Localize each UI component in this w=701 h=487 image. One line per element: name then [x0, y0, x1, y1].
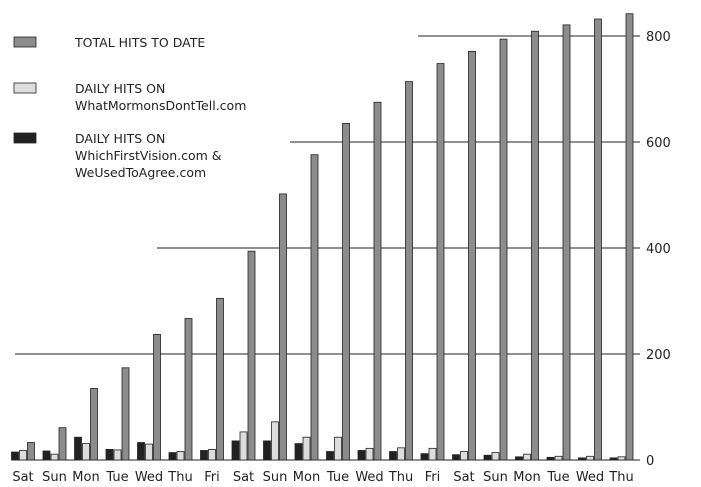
- legend-swatch-2: [13, 132, 37, 144]
- x-tick-label-5: Thu: [167, 470, 192, 485]
- x-tick-label-6: Fri: [204, 470, 220, 485]
- bar-series-1-8: [271, 421, 279, 461]
- bar-series-0-7: [231, 440, 240, 461]
- bar-series-2-19: [625, 13, 634, 461]
- bar-series-2-3: [121, 367, 130, 461]
- bar-series-0-0: [11, 451, 19, 461]
- bar-series-0-16: [515, 456, 523, 461]
- y-tick-label-400: 400: [646, 242, 671, 257]
- bar-series-1-17: [554, 455, 563, 461]
- bar-series-2-0: [27, 442, 35, 461]
- bar-series-0-11: [357, 450, 366, 461]
- x-tick-label-9: Mon: [293, 470, 320, 485]
- x-tick-label-8: Sun: [263, 470, 288, 485]
- bar-series-0-15: [483, 454, 492, 461]
- bar-series-0-6: [200, 450, 208, 461]
- x-tick-label-2: Mon: [72, 470, 99, 485]
- bar-series-1-10: [334, 436, 342, 461]
- bar-series-2-17: [562, 24, 571, 461]
- bar-series-0-3: [105, 448, 114, 461]
- x-tick-label-0: Sat: [12, 470, 33, 485]
- legend-label-1-1: WhatMormonsDontTell.com: [75, 98, 246, 113]
- x-tick-label-12: Thu: [388, 470, 413, 485]
- bar-series-1-1: [50, 453, 59, 461]
- bar-series-2-15: [499, 38, 508, 461]
- bar-series-0-8: [263, 440, 271, 461]
- bar-series-0-2: [74, 436, 82, 461]
- legend-label-2-2: WeUsedToAgree.com: [75, 165, 206, 180]
- bar-series-1-12: [397, 447, 405, 461]
- bar-series-2-1: [58, 427, 67, 461]
- bar-series-0-10: [326, 451, 334, 461]
- bar-series-2-14: [468, 50, 476, 461]
- bar-series-2-8: [279, 193, 287, 461]
- bar-series-1-7: [239, 431, 248, 461]
- bar-series-1-9: [302, 436, 311, 461]
- bar-series-0-14: [452, 454, 460, 461]
- legend-label-2-1: WhichFirstVision.com &: [75, 148, 222, 163]
- legend-label-2-0: DAILY HITS ON: [75, 131, 165, 146]
- x-tick-label-11: Wed: [355, 470, 383, 485]
- bar-series-0-4: [137, 442, 145, 461]
- x-tick-label-19: Thu: [608, 470, 633, 485]
- bar-series-0-13: [420, 453, 429, 461]
- bar-series-0-17: [546, 456, 555, 461]
- bar-series-2-2: [90, 388, 98, 461]
- bar-series-2-7: [247, 250, 256, 461]
- x-tick-label-4: Wed: [135, 470, 163, 485]
- bar-series-2-18: [594, 18, 602, 461]
- x-tick-label-18: Wed: [576, 470, 604, 485]
- bar-series-2-12: [405, 81, 413, 461]
- x-tick-label-3: Tue: [105, 470, 128, 485]
- bar-series-1-16: [523, 453, 531, 461]
- bar-series-1-2: [82, 443, 90, 461]
- bar-series-2-13: [436, 63, 445, 461]
- bar-series-0-18: [578, 457, 586, 461]
- x-tick-label-14: Sat: [453, 470, 474, 485]
- bar-series-1-14: [460, 451, 468, 461]
- bar-series-0-9: [294, 443, 303, 461]
- bar-series-2-10: [342, 123, 350, 461]
- bar-series-1-0: [19, 450, 27, 461]
- legend-swatch-1: [13, 82, 37, 94]
- bar-series-1-5: [176, 451, 185, 461]
- bar-series-1-18: [586, 455, 594, 461]
- bar-series-2-9: [310, 154, 319, 461]
- bar-series-1-13: [428, 447, 437, 461]
- x-tick-label-15: Sun: [483, 470, 508, 485]
- bar-series-1-11: [365, 447, 374, 461]
- bar-series-2-5: [184, 318, 193, 461]
- bar-series-1-4: [145, 443, 153, 461]
- x-tick-label-17: Tue: [546, 470, 569, 485]
- bar-series-1-3: [113, 449, 122, 461]
- legend-label-0-0: TOTAL HITS TO DATE: [74, 35, 205, 50]
- bar-series-2-16: [531, 30, 539, 461]
- bar-series-0-5: [168, 452, 177, 461]
- x-tick-label-1: Sun: [42, 470, 67, 485]
- bar-series-0-1: [42, 450, 51, 461]
- bar-series-0-12: [389, 451, 397, 461]
- bar-series-1-15: [491, 452, 500, 461]
- x-tick-label-10: Tue: [326, 470, 349, 485]
- x-tick-label-13: Fri: [425, 470, 441, 485]
- y-tick-label-200: 200: [646, 348, 671, 363]
- bar-series-2-11: [373, 101, 382, 461]
- legend-label-1-0: DAILY HITS ON: [75, 81, 165, 96]
- y-tick-label-800: 800: [646, 30, 671, 45]
- x-tick-label-7: Sat: [233, 470, 254, 485]
- legend-swatch-0: [13, 36, 37, 48]
- bar-series-1-6: [208, 448, 216, 461]
- bar-series-0-19: [609, 457, 618, 461]
- bar-series-2-6: [216, 297, 224, 461]
- y-tick-label-600: 600: [646, 136, 671, 151]
- y-tick-label-0: 0: [646, 454, 654, 469]
- bar-series-2-4: [153, 333, 161, 461]
- x-tick-label-16: Mon: [513, 470, 540, 485]
- bar-series-1-19: [617, 456, 626, 461]
